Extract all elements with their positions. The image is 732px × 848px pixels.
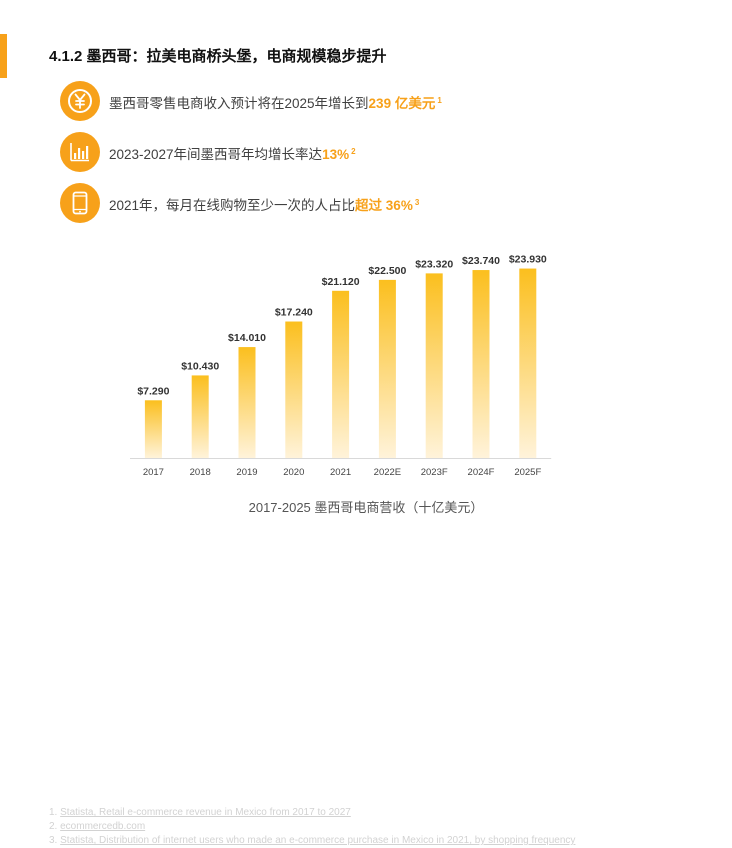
data-label: $21.120 — [322, 276, 360, 288]
data-label: $17.240 — [275, 307, 313, 319]
data-label: $7.290 — [137, 385, 169, 397]
x-tick-label: 2024F — [468, 467, 495, 478]
bullet-highlight: 超过 36% — [355, 198, 413, 213]
chart-bar — [332, 290, 350, 458]
footnotes: 1. Statista, Retail e-commerce revenue i… — [49, 806, 575, 848]
mobile-phone-icon — [60, 183, 100, 223]
bullet-text-main: 墨西哥零售电商收入预计将在2025年增长到 — [109, 96, 369, 111]
chart-bar — [191, 375, 209, 458]
bullet-highlight: 239 亿美元 — [368, 96, 436, 111]
yuan-coin-icon — [60, 81, 100, 121]
bullet-text: 墨西哥零售电商收入预计将在2025年增长到239 亿美元 1 — [109, 92, 442, 112]
x-tick-label: 2021 — [330, 467, 351, 478]
data-label: $10.430 — [181, 360, 219, 372]
bullet-item: 墨西哥零售电商收入预计将在2025年增长到239 亿美元 1 — [60, 81, 720, 123]
chart-bar — [378, 279, 396, 458]
footnote-number: 1. — [49, 807, 58, 818]
x-tick-label: 2025F — [514, 467, 541, 478]
chart-bar — [238, 347, 256, 458]
chart-bar — [144, 400, 162, 458]
footnote-link[interactable]: Statista, Distribution of internet users… — [60, 835, 576, 846]
chart-canvas: $7.290 2017 $10.430 2018 $14.010 2019 $17.240 2… — [130, 254, 552, 478]
bullet-text: 2023-2027年间墨西哥年均增长率达13% 2 — [109, 143, 356, 163]
accent-bar — [0, 34, 7, 78]
footnote-item: 1. Statista, Retail e-commerce revenue i… — [49, 806, 575, 820]
footnote-number: 3. — [49, 835, 58, 846]
revenue-bar-chart: $7.290 2017 $10.430 2018 $14.010 2019 $17.240 2… — [120, 250, 560, 482]
bullet-item: 2021年，每月在线购物至少一次的人占比超过 36% 3 — [60, 183, 720, 225]
data-label: $23.320 — [415, 258, 453, 270]
footnote-item: 3. Statista, Distribution of internet us… — [49, 834, 575, 848]
bullet-text: 2021年，每月在线购物至少一次的人占比超过 36% 3 — [109, 194, 419, 214]
x-tick-label: 2020 — [283, 467, 304, 478]
bullet-highlight: 13% — [322, 147, 350, 162]
chart-bar — [519, 268, 537, 458]
bullet-item: 2023-2027年间墨西哥年均增长率达13% 2 — [60, 132, 720, 174]
data-label: $14.010 — [228, 332, 266, 344]
chart-bar — [425, 273, 443, 458]
chart-bar — [285, 321, 303, 458]
data-label: $23.740 — [462, 255, 500, 267]
footnote-ref: 1 — [437, 95, 442, 105]
data-label: $22.500 — [368, 265, 406, 277]
footnote-ref: 2 — [351, 146, 356, 156]
footnote-link[interactable]: ecommercedb.com — [60, 821, 146, 832]
section-title: 4.1.2 墨西哥：拉美电商桥头堡，电商规模稳步提升 — [49, 48, 387, 65]
x-tick-label: 2022E — [374, 467, 401, 478]
footnote-link[interactable]: Statista, Retail e-commerce revenue in M… — [60, 807, 351, 818]
data-label: $23.930 — [509, 254, 547, 266]
chart-title: 2017-2025 墨西哥电商营收（十亿美元） — [248, 500, 484, 515]
bullet-text-main: 2023-2027年间墨西哥年均增长率达 — [109, 147, 323, 162]
footnote-ref: 3 — [414, 197, 420, 207]
bar-chart-icon — [60, 132, 100, 172]
footnote-number: 2. — [49, 821, 58, 832]
x-tick-label: 2019 — [236, 467, 257, 478]
footnote-item: 2. ecommercedb.com — [49, 820, 575, 834]
x-tick-label: 2023F — [421, 467, 448, 478]
bullet-text-main: 2021年，每月在线购物至少一次的人占比 — [109, 198, 356, 213]
x-tick-label: 2017 — [143, 467, 164, 478]
chart-bar — [472, 270, 490, 458]
x-tick-label: 2018 — [190, 467, 211, 478]
